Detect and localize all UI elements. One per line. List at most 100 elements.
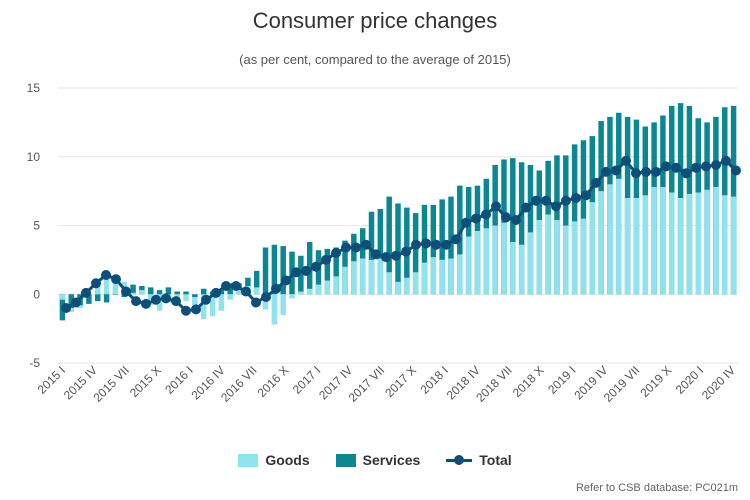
total-point[interactable] <box>241 286 251 297</box>
total-point[interactable] <box>261 292 271 302</box>
total-point[interactable] <box>151 294 161 305</box>
total-point[interactable] <box>641 166 651 177</box>
total-point[interactable] <box>551 201 561 212</box>
goods-bar <box>554 220 560 295</box>
total-point[interactable] <box>591 177 601 188</box>
total-point[interactable] <box>411 239 421 250</box>
services-bar <box>95 294 101 302</box>
goods-bar <box>633 198 640 295</box>
total-point[interactable] <box>351 242 361 253</box>
services-bar <box>430 204 437 295</box>
services-bar <box>510 158 516 295</box>
total-point[interactable] <box>651 166 661 177</box>
total-point[interactable] <box>251 297 261 308</box>
total-point[interactable] <box>201 294 211 305</box>
total-point[interactable] <box>361 239 371 250</box>
total-point[interactable] <box>701 161 711 172</box>
chart-legend: Goods Services Total <box>0 452 750 468</box>
total-point[interactable] <box>341 242 351 253</box>
goods-bar <box>730 196 737 295</box>
total-point[interactable] <box>721 155 731 166</box>
goods-bar <box>368 259 375 295</box>
goods-bar <box>324 280 331 295</box>
total-point[interactable] <box>281 275 291 286</box>
total-point[interactable] <box>471 213 481 224</box>
total-point[interactable] <box>331 248 341 258</box>
goods-bar <box>298 291 304 295</box>
total-point[interactable] <box>571 193 581 203</box>
total-point[interactable] <box>321 254 331 265</box>
x-tick-label: 2017 X <box>382 363 419 400</box>
total-point[interactable] <box>681 168 691 179</box>
total-point[interactable] <box>221 281 231 291</box>
total-point[interactable] <box>661 161 671 172</box>
total-point[interactable] <box>461 217 471 228</box>
total-point[interactable] <box>371 249 381 260</box>
total-point[interactable] <box>581 190 591 201</box>
total-point[interactable] <box>421 238 431 249</box>
services-swatch <box>335 453 356 467</box>
total-point[interactable] <box>621 155 631 166</box>
legend-item-services[interactable]: Services <box>335 452 420 468</box>
total-point[interactable] <box>441 239 451 250</box>
total-point[interactable] <box>91 278 101 289</box>
goods-bar <box>616 178 622 295</box>
goods-bar <box>598 191 604 295</box>
goods-bar <box>342 266 348 295</box>
goods-bar <box>315 284 322 295</box>
total-point[interactable] <box>61 303 71 313</box>
total-point[interactable] <box>171 296 181 307</box>
total-point[interactable] <box>131 296 141 307</box>
total-point[interactable] <box>381 252 391 263</box>
total-point[interactable] <box>511 215 521 225</box>
goods-bar <box>386 272 392 295</box>
services-bar <box>377 209 384 295</box>
total-point[interactable] <box>141 298 151 309</box>
total-point[interactable] <box>211 287 221 298</box>
goods-bar <box>492 225 498 295</box>
total-point[interactable] <box>181 305 191 316</box>
total-point[interactable] <box>671 162 681 173</box>
total-point[interactable] <box>731 165 741 176</box>
total-point[interactable] <box>121 286 131 297</box>
total-point[interactable] <box>501 212 511 223</box>
total-point[interactable] <box>531 195 541 206</box>
total-line-swatch <box>446 454 473 467</box>
total-point[interactable] <box>481 209 491 220</box>
total-point[interactable] <box>711 160 721 170</box>
total-point[interactable] <box>601 166 611 177</box>
total-point[interactable] <box>491 201 501 212</box>
total-point[interactable] <box>191 304 201 315</box>
total-point[interactable] <box>631 168 641 179</box>
total-point[interactable] <box>161 293 171 304</box>
total-point[interactable] <box>71 297 81 308</box>
total-point[interactable] <box>391 250 401 261</box>
services-bar <box>386 196 392 295</box>
total-point[interactable] <box>301 265 311 276</box>
services-bar <box>518 162 525 295</box>
total-point[interactable] <box>271 283 281 294</box>
total-point[interactable] <box>81 287 91 298</box>
legend-label-total: Total <box>479 452 512 468</box>
total-point[interactable] <box>111 274 121 285</box>
services-bar <box>218 290 225 295</box>
total-point[interactable] <box>431 239 441 250</box>
total-point[interactable] <box>611 165 621 176</box>
total-point[interactable] <box>291 267 301 278</box>
goods-bar <box>448 258 454 295</box>
total-point[interactable] <box>691 162 701 173</box>
total-point[interactable] <box>521 202 531 213</box>
total-point[interactable] <box>561 195 571 206</box>
goods-bar <box>130 292 136 295</box>
total-point[interactable] <box>401 246 411 257</box>
legend-item-goods[interactable]: Goods <box>238 452 310 468</box>
chart-title: Consumer price changes <box>252 8 498 33</box>
goods-bar <box>669 192 675 295</box>
total-point[interactable] <box>311 261 321 272</box>
total-point[interactable] <box>541 195 551 206</box>
total-point[interactable] <box>451 234 461 245</box>
total-point[interactable] <box>231 281 241 291</box>
goods-bar <box>421 262 428 295</box>
legend-item-total[interactable]: Total <box>446 452 512 468</box>
total-point[interactable] <box>101 270 111 280</box>
